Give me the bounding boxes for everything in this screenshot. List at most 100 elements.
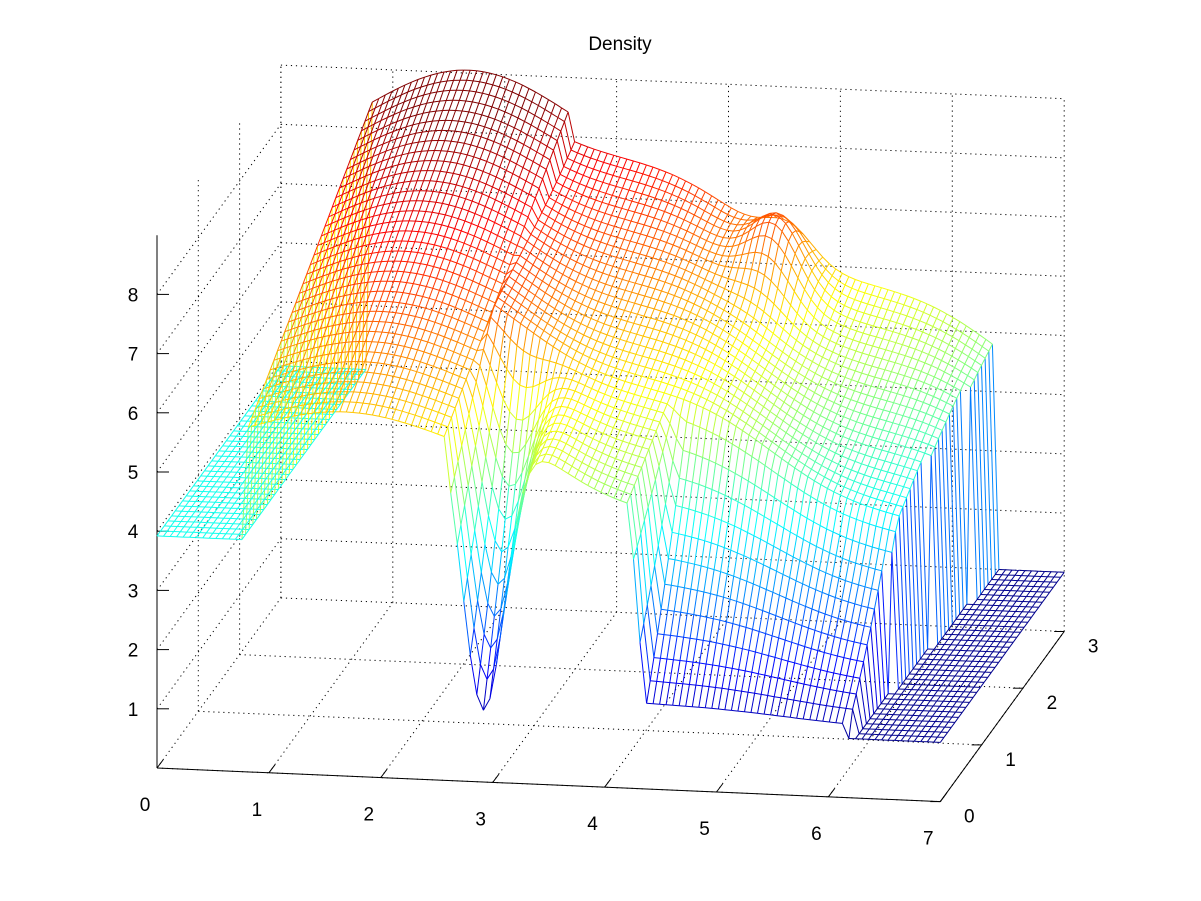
surface-mesh-line bbox=[328, 207, 333, 217]
surface-mesh-line bbox=[239, 518, 244, 525]
surface-mesh-line bbox=[824, 652, 832, 655]
surface-mesh-line bbox=[318, 382, 323, 389]
surface-mesh-line bbox=[887, 289, 895, 293]
surface-mesh-line bbox=[878, 438, 886, 442]
surface-mesh-line bbox=[523, 350, 531, 356]
surface-mesh-line bbox=[463, 242, 471, 247]
surface-mesh-line bbox=[956, 398, 964, 610]
surface-mesh-line bbox=[908, 437, 916, 441]
surface-mesh-line bbox=[400, 190, 407, 193]
surface-mesh-line bbox=[880, 307, 888, 311]
surface-mesh-line bbox=[822, 549, 830, 554]
surface-mesh-line bbox=[801, 384, 809, 390]
surface-mesh-line bbox=[336, 227, 342, 238]
surface-mesh-line bbox=[605, 192, 613, 196]
surface-mesh-line bbox=[416, 273, 424, 276]
surface-mesh-line bbox=[462, 186, 470, 190]
surface-mesh-line bbox=[469, 188, 476, 192]
surface-mesh-line bbox=[690, 637, 697, 640]
surface-mesh-line bbox=[336, 251, 344, 255]
surface-mesh-line bbox=[606, 243, 614, 247]
surface-mesh-line bbox=[323, 232, 329, 243]
surface-mesh-line bbox=[909, 326, 917, 330]
surface-mesh-line bbox=[589, 357, 597, 361]
surface-mesh-line bbox=[794, 253, 803, 267]
surface-mesh-line bbox=[835, 555, 843, 559]
surface-mesh-line bbox=[830, 653, 838, 657]
surface-mesh-line bbox=[439, 368, 447, 372]
surface-mesh-line bbox=[632, 433, 640, 437]
surface-mesh-line bbox=[879, 509, 887, 513]
surface-mesh-line bbox=[957, 378, 965, 384]
surface-mesh-line bbox=[306, 322, 312, 333]
surface-mesh-line bbox=[819, 704, 827, 707]
surface-mesh-line bbox=[815, 353, 823, 358]
surface-mesh-line bbox=[432, 120, 439, 122]
surface-mesh-line bbox=[247, 417, 253, 428]
surface-mesh-line bbox=[853, 410, 861, 414]
surface-mesh-line bbox=[444, 236, 452, 240]
surface-mesh-line bbox=[180, 516, 186, 522]
surface-mesh-line bbox=[947, 382, 955, 388]
surface-mesh-line bbox=[493, 244, 501, 249]
surface-mesh-line bbox=[896, 413, 904, 417]
surface-mesh-line bbox=[822, 256, 830, 264]
surface-mesh-line bbox=[948, 413, 957, 620]
surface-mesh-line bbox=[513, 232, 521, 237]
surface-mesh-line bbox=[674, 205, 682, 209]
surface-mesh-line bbox=[317, 242, 325, 246]
surface-mesh-line bbox=[448, 130, 455, 132]
surface-mesh-line bbox=[406, 282, 414, 285]
surface-mesh-line bbox=[369, 224, 377, 227]
surface-mesh-line bbox=[213, 517, 218, 524]
surface-mesh-line bbox=[704, 191, 712, 197]
surface-mesh-line bbox=[952, 336, 960, 342]
surface-mesh-line bbox=[818, 260, 826, 270]
surface-mesh-line bbox=[876, 336, 883, 340]
surface-mesh-line bbox=[694, 283, 702, 289]
surface-mesh-line bbox=[304, 438, 309, 445]
surface-mesh-line bbox=[820, 669, 828, 672]
surface-mesh-line bbox=[819, 415, 828, 420]
surface-mesh-line bbox=[691, 183, 699, 189]
surface-mesh-line bbox=[221, 533, 227, 539]
surface-mesh-line bbox=[563, 414, 571, 419]
surface-mesh-line bbox=[593, 329, 601, 333]
surface-mesh-line bbox=[525, 278, 533, 285]
surface-mesh-line bbox=[305, 371, 311, 378]
surface-mesh-line bbox=[488, 432, 497, 458]
surface-mesh-line bbox=[291, 387, 299, 390]
surface-mesh-line bbox=[844, 466, 852, 471]
surface-mesh-line bbox=[598, 210, 606, 214]
surface-mesh-line bbox=[778, 216, 786, 224]
surface-mesh-line bbox=[301, 314, 309, 318]
surface-mesh-line bbox=[349, 222, 355, 233]
surface-mesh-line bbox=[842, 435, 850, 440]
surface-mesh-line bbox=[880, 469, 888, 473]
surface-mesh-line bbox=[621, 298, 629, 302]
surface-mesh-line bbox=[473, 628, 481, 665]
surface-mesh-line bbox=[805, 605, 813, 610]
surface-mesh-line bbox=[696, 404, 704, 409]
surface-mesh-line bbox=[611, 396, 618, 400]
surface-mesh-line bbox=[846, 497, 854, 502]
surface-mesh-line bbox=[644, 458, 653, 494]
surface-mesh-line bbox=[877, 387, 885, 391]
surface-mesh-line bbox=[530, 233, 538, 240]
surface-mesh-line bbox=[490, 151, 498, 155]
surface-mesh-line bbox=[241, 534, 246, 540]
surface-mesh-line bbox=[592, 188, 600, 192]
surface-mesh-line bbox=[246, 426, 251, 432]
surface-mesh-line bbox=[772, 441, 780, 448]
surface-mesh-line bbox=[280, 355, 288, 359]
surface-mesh-line bbox=[433, 81, 441, 84]
surface-mesh-line bbox=[468, 111, 476, 114]
surface-mesh-line bbox=[709, 410, 717, 415]
surface-mesh-line bbox=[298, 377, 303, 388]
surface-mesh-line bbox=[897, 464, 905, 468]
surface-mesh-line bbox=[190, 511, 196, 518]
surface-mesh-line bbox=[568, 388, 576, 392]
surface-mesh-line bbox=[782, 617, 789, 622]
surface-mesh-line bbox=[382, 405, 390, 409]
surface-mesh-line bbox=[657, 299, 665, 303]
